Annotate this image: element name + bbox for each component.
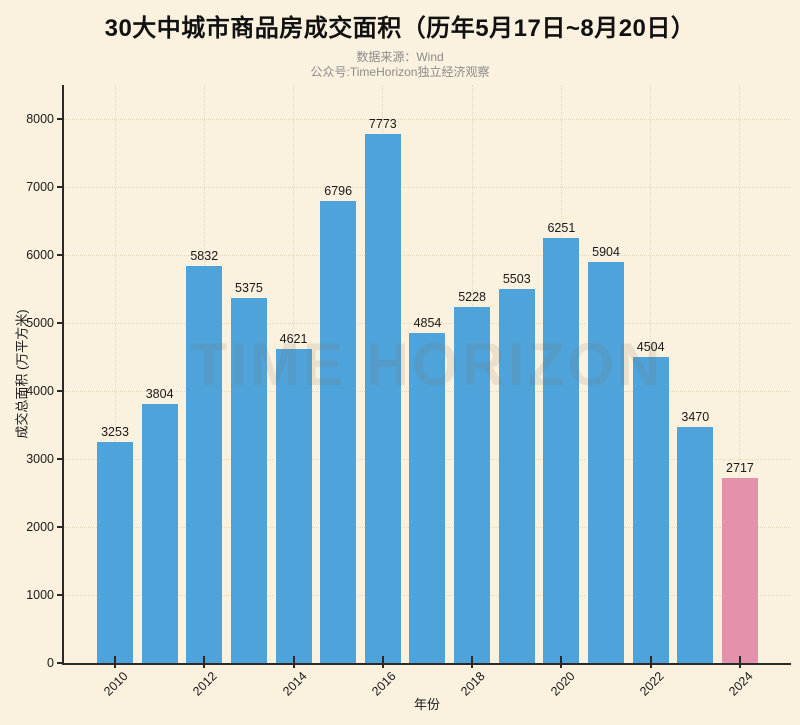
x-tick-mark — [381, 656, 384, 668]
x-tick-label: 2022 — [637, 669, 667, 699]
bar-value-label: 4504 — [636, 339, 665, 354]
bar-2014 — [275, 348, 312, 663]
x-tick-mark — [471, 656, 474, 668]
bar-value-label: 3804 — [145, 387, 174, 402]
bar-value-label: 5228 — [458, 290, 487, 305]
y-tick-mark — [57, 118, 63, 120]
bar-value-label: 2717 — [726, 461, 754, 476]
y-tick-label: 3000 — [26, 452, 54, 466]
x-tick-mark — [649, 656, 652, 668]
y-tick-mark — [57, 662, 63, 664]
x-tick-label: 2010 — [101, 669, 131, 699]
account-label: 公众号:TimeHorizon独立经济观察 — [310, 65, 490, 79]
y-tick-mark — [57, 526, 63, 528]
x-tick-label: 2020 — [547, 669, 578, 699]
chart-title: 30大中城市商品房成交面积（历年5月17日~8月20日） — [104, 15, 696, 42]
y-tick-mark — [57, 254, 63, 256]
bar-value-label: 3470 — [681, 410, 710, 425]
y-tick-label: 5000 — [26, 316, 54, 330]
v-gridline — [739, 85, 741, 663]
x-tick-label: 2024 — [726, 669, 756, 699]
data-source-label: 数据来源：Wind — [356, 50, 444, 64]
y-tick-mark — [57, 186, 63, 188]
y-tick-label: 8000 — [26, 112, 54, 126]
bar-2018 — [454, 307, 491, 663]
y-tick-label: 0 — [47, 656, 54, 670]
h-gridline — [63, 254, 791, 256]
h-gridline — [63, 186, 791, 188]
y-tick-mark — [57, 322, 63, 324]
bar-2010 — [97, 441, 133, 663]
bar-value-label: 7773 — [368, 117, 397, 132]
y-tick-label: 2000 — [26, 520, 54, 534]
bar-2024 — [721, 478, 758, 663]
x-axis-title: 年份 — [413, 697, 440, 712]
bar-value-label: 5832 — [190, 249, 219, 264]
bar-value-label: 6251 — [547, 220, 576, 235]
x-tick-mark — [560, 656, 563, 668]
bar-2015 — [320, 200, 357, 663]
x-axis-line — [62, 663, 791, 665]
x-tick-mark — [292, 656, 295, 668]
v-gridline — [114, 85, 116, 663]
bar-2022 — [632, 356, 669, 663]
bar-value-label: 5503 — [502, 271, 531, 286]
y-tick-mark — [57, 458, 63, 460]
x-tick-label: 2014 — [279, 669, 310, 699]
bar-2012 — [186, 266, 223, 663]
bar-value-label: 4854 — [413, 315, 442, 330]
bar-2013 — [230, 297, 267, 663]
bar-value-label: 5375 — [235, 280, 263, 295]
y-tick-mark — [57, 594, 63, 596]
h-gridline — [63, 118, 791, 120]
y-tick-label: 7000 — [26, 180, 54, 194]
h-gridline — [63, 322, 791, 324]
bar-2017 — [409, 332, 446, 663]
x-tick-mark — [114, 656, 116, 668]
x-tick-label: 2012 — [190, 669, 221, 699]
y-tick-label: 6000 — [26, 248, 54, 262]
bar-value-label: 6796 — [324, 183, 353, 198]
x-tick-mark — [203, 656, 206, 668]
x-tick-mark — [738, 656, 741, 668]
y-tick-label: 4000 — [26, 384, 54, 398]
bar-2019 — [498, 288, 535, 663]
bar-2016 — [364, 134, 401, 663]
y-axis-title: 成交总面积 (万平方米) — [14, 309, 30, 439]
y-tick-label: 1000 — [26, 588, 54, 602]
bar-2023 — [677, 427, 714, 663]
bar-value-label: 5904 — [592, 244, 620, 259]
y-axis-line — [62, 85, 64, 665]
bar-value-label: 3253 — [101, 424, 129, 439]
y-tick-mark — [57, 390, 63, 392]
bar-value-label: 4621 — [279, 331, 308, 346]
bar-2021 — [588, 261, 625, 663]
bar-2020 — [543, 237, 580, 663]
bar-2011 — [141, 404, 178, 663]
